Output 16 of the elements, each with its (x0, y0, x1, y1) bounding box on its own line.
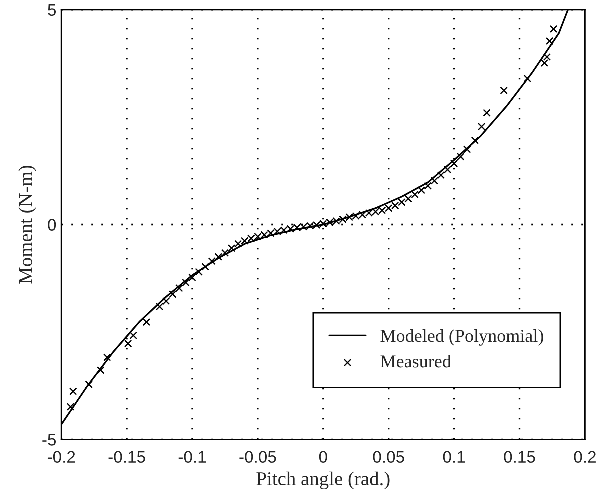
y-tick-label: 0 (48, 219, 56, 231)
x-tick-label: -0.05 (240, 451, 276, 464)
legend-label: Measured (380, 355, 452, 368)
y-axis-title: Moment (N-m) (18, 166, 36, 284)
x-tick-label: 0.15 (504, 451, 536, 464)
x-tick-label: -0.1 (178, 451, 206, 464)
y-tick-label: -5 (42, 434, 56, 446)
x-tick-label: 0.1 (443, 451, 466, 464)
legend-label: Modeled (Polynomial) (380, 329, 544, 346)
x-axis-title: Pitch angle (rad.) (256, 472, 390, 490)
x-tick-label: 0.2 (574, 451, 596, 464)
y-tick-label: 5 (48, 4, 56, 16)
x-tick-label: 0.05 (373, 451, 404, 464)
x-tick-label: 0 (319, 451, 328, 464)
x-tick-label: -0.15 (108, 451, 146, 464)
x-tick-label: -0.2 (48, 451, 76, 464)
